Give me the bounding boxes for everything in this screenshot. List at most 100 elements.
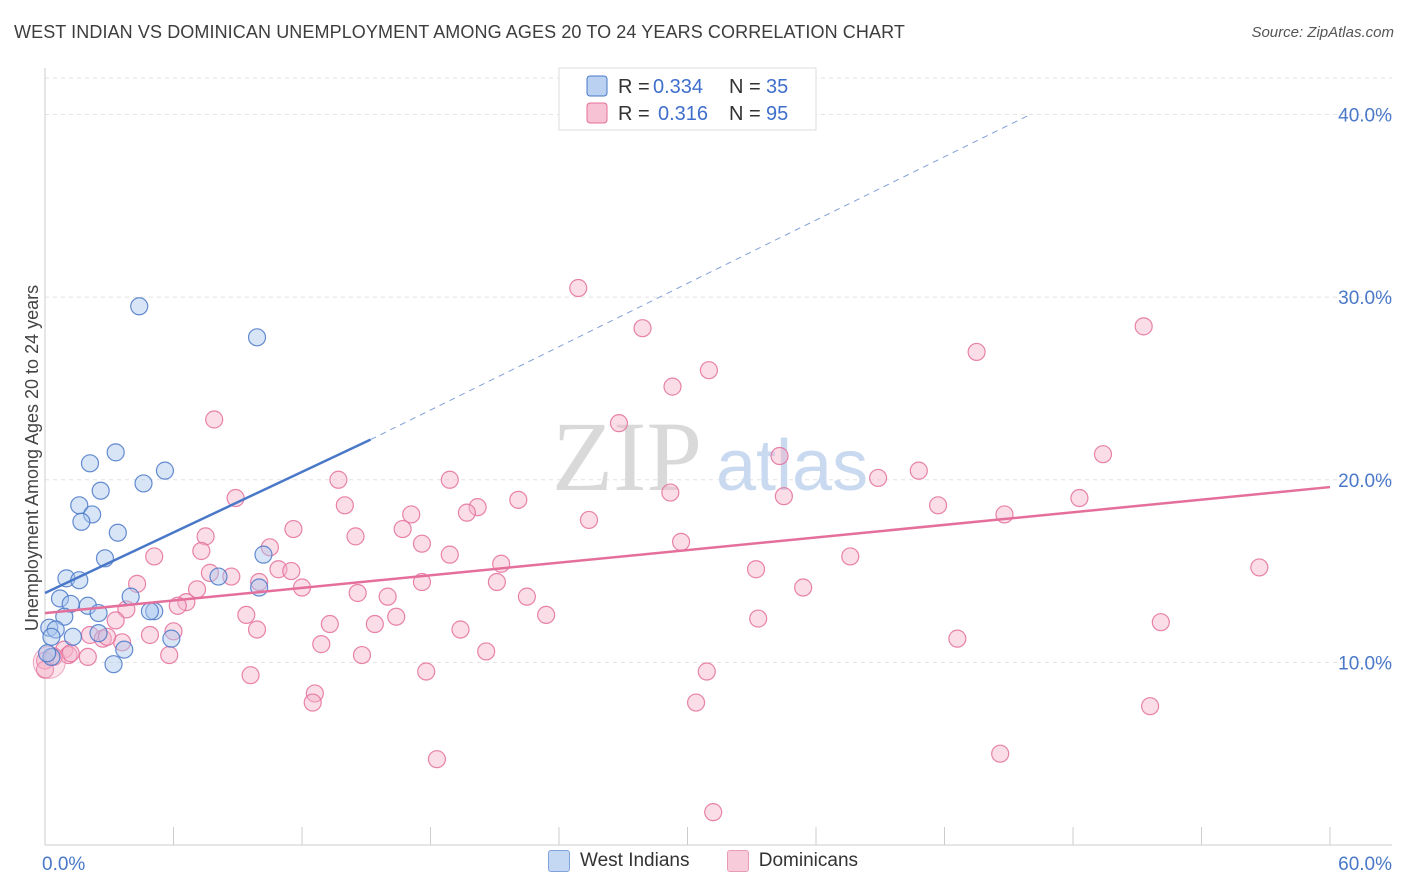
dominican-point [196,527,215,546]
dominican-point [1093,445,1113,464]
west-indian-point [42,627,61,646]
dominican-point [697,662,716,681]
y-tick-label: 30.0% [1338,288,1392,309]
dominican-point [686,693,706,712]
dominican-point [457,503,477,522]
dominican-point [346,527,365,546]
west-indians-trend-line [44,438,372,595]
dominican-point [633,319,652,338]
y-tick-label: 20.0% [1338,471,1392,492]
x-tick-label: 0.0% [42,854,85,875]
dominican-point [468,498,487,517]
dominican-point [348,583,367,603]
dominican-point-cluster [32,645,66,679]
dominican-point [78,647,97,667]
dominican-point [352,645,372,665]
x-tick-label: 60.0% [1338,854,1392,875]
west-indian-point [91,481,110,500]
legend-swatch-west-indians [586,75,608,97]
dominicans-trend-line [44,485,1331,615]
dominican-point [487,572,506,592]
dominican-point [160,645,179,665]
west-indians-swatch [547,850,570,872]
dominican-point [393,519,412,539]
west-indian-point [209,567,228,586]
west-indian-point [162,629,181,648]
west-indian-point [63,627,82,646]
dominican-point [770,446,789,466]
west-indian-point [254,545,273,564]
west-indian-point [80,454,100,473]
y-tick-label: 10.0% [1338,653,1392,674]
dominican-point [579,510,599,530]
dominican-point [704,803,723,822]
dominican-point [509,490,528,509]
legend-n-label: N = [729,103,761,125]
legend-r-label: R = [618,76,650,98]
legend-n-value: 95 [766,103,788,125]
x-tick-labels: 0.0% 60.0% [42,854,1392,875]
dominican-point [671,532,691,551]
dominican-point [205,410,224,429]
y-axis-label: Unemployment Among Ages 20 to 24 years [22,285,42,631]
chart-title: WEST INDIAN VS DOMINICAN UNEMPLOYMENT AM… [14,22,905,42]
dominican-point [164,622,183,641]
dominican-point [106,611,125,630]
dominican-point [774,487,793,506]
dominican-point [841,547,860,566]
dominican-point [1250,558,1269,577]
dominican-point [794,578,813,597]
dominicans-points [32,278,1269,822]
dominican-point [609,414,629,433]
dominican-point [1070,488,1089,508]
trend-lines [44,114,1331,615]
legend-n-value: 35 [766,76,788,98]
dominican-point [145,547,164,566]
dominican-point [417,662,436,681]
dominicans-swatch [726,850,749,872]
west-indian-point [247,328,267,347]
dominican-point [663,377,682,396]
dominican-point [365,614,384,634]
dominican-point [378,587,397,606]
correlation-legend: R = 0.334 N = 35 R = 0.316 N = 95 [558,67,817,131]
legend-r-label: R = [618,103,650,125]
legend-item-dominicans: Dominicans [726,850,858,872]
watermark-zip: ZIP [552,401,702,512]
dominican-point [402,505,421,524]
dominican-point [749,609,768,628]
dominican-point [909,461,928,480]
west-indian-point [130,297,149,316]
dominican-point [440,470,459,489]
dominican-point [222,567,241,586]
dominican-point [192,541,211,561]
axes [44,68,1392,846]
y-tick-labels: 10.0% 20.0% 30.0% 40.0% [1338,106,1392,675]
dominican-point [303,693,322,712]
dominican-point [1151,613,1170,632]
dominican-point [329,470,348,489]
legend-label-west-indians: West Indians [579,850,690,871]
west-indians-points [38,297,273,674]
dominican-point [312,635,331,654]
legend-item-west-indians: West Indians [547,850,690,872]
dominican-point [260,538,279,557]
dominican-point [451,620,470,639]
dominican-point [928,496,948,515]
dominican-point [250,572,269,592]
west-indian-point [140,602,160,621]
dominican-point [320,614,339,634]
west-indian-point [50,589,70,608]
dominican-point [699,361,719,380]
legend-r-value: 0.334 [653,76,703,98]
dominican-point [948,629,967,648]
west-indians-trend-extension [370,114,1031,441]
dominican-point [537,605,556,625]
y-tick-label: 40.0% [1338,106,1392,127]
dominican-point [427,750,447,769]
dominican-point [140,625,160,645]
series-legend: West Indians Dominicans [0,850,1406,878]
west-indian-point [134,474,153,493]
dominican-point [746,560,766,579]
